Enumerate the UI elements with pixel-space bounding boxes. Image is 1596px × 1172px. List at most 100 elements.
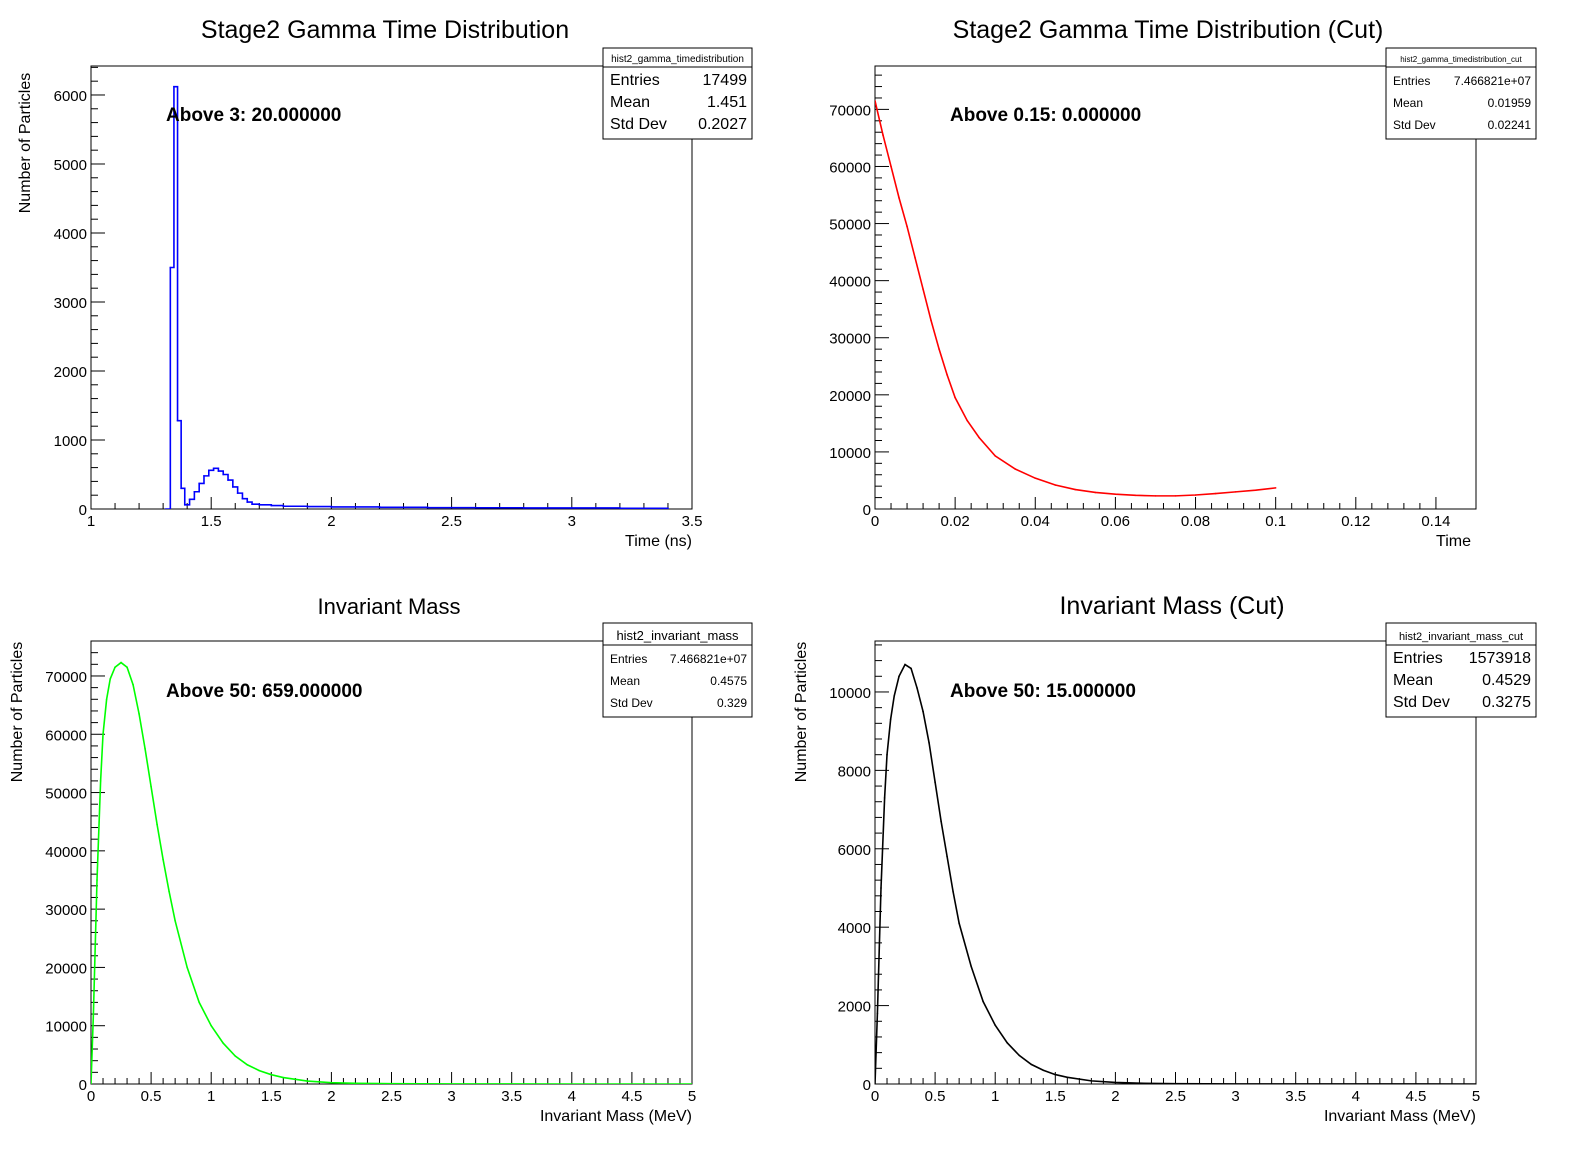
x-tick-label: 0.12 [1341, 513, 1370, 530]
data-point [930, 319, 932, 322]
x-tick-label: 5 [688, 1088, 696, 1105]
stats-row-label: Mean [1393, 672, 1433, 689]
y-tick-label: 10000 [829, 685, 871, 702]
data-point [994, 1024, 996, 1026]
data-point [1254, 489, 1257, 491]
data-point [138, 713, 140, 715]
x-tick-label: 3.5 [1285, 1088, 1306, 1105]
data-point [212, 467, 215, 470]
data-point [378, 506, 381, 509]
data-point [1042, 1069, 1045, 1072]
data-point [889, 718, 892, 721]
x-tick-label: 1 [207, 1088, 215, 1105]
data-point [1134, 494, 1137, 497]
data-point [1114, 493, 1117, 495]
y-tick-label: 6000 [838, 842, 871, 859]
stats-name: hist2_gamma_timedistribution [611, 54, 744, 65]
data-point [162, 858, 164, 861]
data-point [183, 504, 186, 506]
data-point [109, 678, 112, 680]
data-point [169, 266, 172, 269]
y-tick-label: 0 [863, 502, 871, 519]
y-tick-label: 40000 [45, 844, 87, 861]
x-tick-label: 1.5 [261, 1088, 282, 1105]
data-point [1094, 491, 1097, 494]
data-point [306, 1080, 309, 1082]
chart-panel-1: Stage2 Gamma Time Distribution 1 1.5 2 2.5 3 3… [17, 16, 753, 550]
x-tick-label: 2 [327, 513, 335, 530]
stats-row-value: 0.2027 [698, 116, 747, 133]
y-tick-label: 0 [79, 502, 87, 519]
stats-row-label: Std Dev [1393, 694, 1450, 711]
data-point [916, 687, 918, 689]
annotation-label: Above 50: 15.000000 [950, 681, 1136, 702]
data-point [1194, 494, 1197, 496]
data-point [426, 506, 429, 509]
data-point [1234, 1083, 1237, 1084]
plot-frame [874, 65, 1477, 510]
data-point [330, 506, 333, 508]
series-line-1 [875, 663, 1476, 1084]
data-point [232, 486, 234, 488]
y-tick-label: 70000 [829, 102, 871, 119]
data-point [898, 197, 900, 199]
data-point [922, 710, 924, 713]
stats-row-label: Entries [610, 72, 660, 89]
y-tick-label: 8000 [838, 763, 871, 780]
x-tick-label: 0.02 [941, 513, 970, 530]
data-point [571, 507, 573, 509]
data-point [883, 797, 886, 799]
x-tick-label: 3 [568, 513, 576, 530]
data-point [970, 965, 972, 968]
y-tick-label: 40000 [829, 274, 871, 291]
data-point [474, 506, 477, 509]
data-point [1030, 1063, 1033, 1066]
data-point [236, 492, 239, 494]
stats-row-value: 0.329 [717, 696, 747, 710]
y-tick-label: 6000 [54, 88, 87, 105]
x-tick-label: 1.5 [1045, 1088, 1066, 1105]
y-tick-label: 30000 [45, 902, 87, 919]
x-tick-label: 2.5 [1165, 1088, 1186, 1105]
data-point [1475, 1083, 1476, 1084]
data-point [354, 1082, 357, 1084]
data-point [619, 507, 621, 509]
y-tick-label: 20000 [829, 388, 871, 405]
data-point [282, 1076, 285, 1079]
data-point [1018, 1054, 1021, 1057]
data-point [946, 374, 948, 376]
stats-box [1385, 47, 1537, 140]
data-point [982, 1000, 984, 1003]
y-tick-label: 1000 [54, 433, 87, 450]
data-point [126, 666, 128, 669]
stats-box [602, 622, 753, 718]
data-point [631, 1083, 633, 1084]
stats-row-label: Mean [610, 674, 640, 688]
series-line-1 [875, 100, 1276, 497]
data-point [258, 1069, 261, 1072]
data-point [174, 919, 176, 922]
data-point [1174, 1082, 1177, 1084]
data-point [270, 1073, 273, 1076]
stats-row-label: Mean [610, 94, 650, 111]
y-tick-label: 70000 [45, 669, 87, 686]
data-point [176, 419, 179, 422]
stats-row-value: 17499 [703, 72, 748, 89]
x-tick-label: 1.5 [201, 513, 222, 530]
y-tick-label: 4000 [838, 920, 871, 937]
x-tick-label: 2 [327, 1088, 335, 1105]
x-tick-label: 0.1 [1265, 513, 1286, 530]
data-point [241, 497, 244, 500]
chart-title: Invariant Mass [317, 594, 460, 619]
y-tick-label: 4000 [54, 226, 87, 243]
stats-row-label: Std Dev [610, 696, 653, 710]
x-tick-label: 2.5 [381, 1088, 402, 1105]
x-tick-label: 0.06 [1101, 513, 1130, 530]
data-point [1074, 488, 1077, 491]
data-point [880, 887, 882, 889]
x-tick-label: 0 [871, 1088, 879, 1105]
stats-row-value: 1.451 [707, 94, 747, 111]
data-point [96, 879, 98, 881]
y-tick-label: 30000 [829, 331, 871, 348]
stats-row-value: 0.3275 [1482, 694, 1531, 711]
